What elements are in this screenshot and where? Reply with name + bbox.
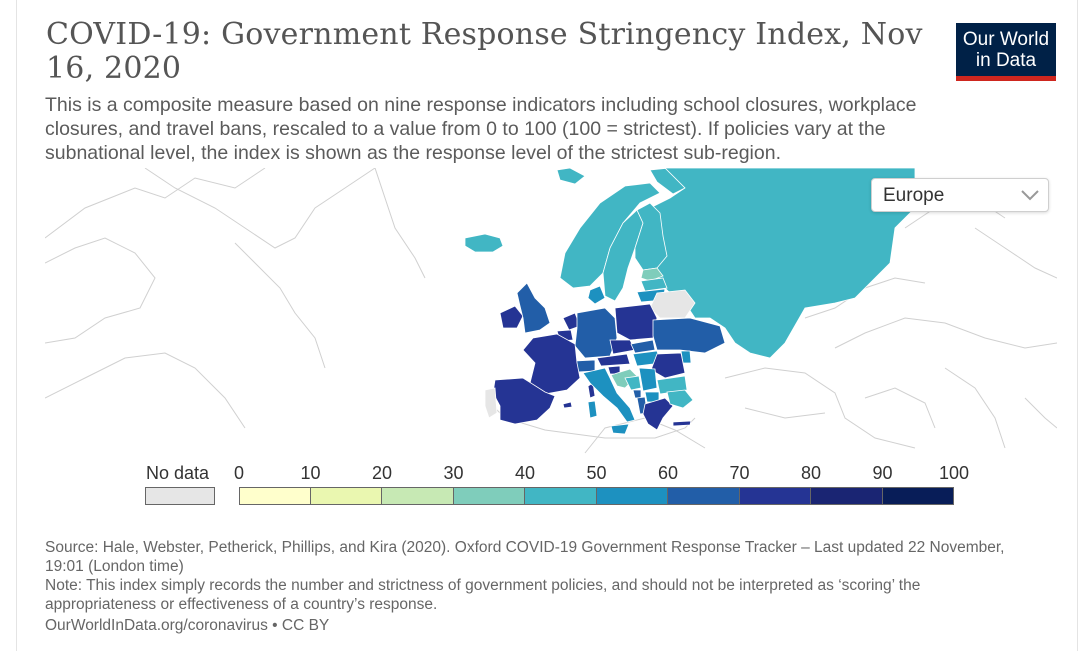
country-germany[interactable] xyxy=(574,307,618,359)
europe-map[interactable] xyxy=(45,168,1057,458)
legend-bin[interactable] xyxy=(525,487,597,505)
legend-tick-label: 100 xyxy=(938,463,970,483)
country-austria[interactable] xyxy=(596,353,631,367)
country-czechia[interactable] xyxy=(609,339,636,355)
legend-no-data-label: No data xyxy=(146,463,210,483)
legend-bin[interactable] xyxy=(882,487,954,505)
country-norway[interactable] xyxy=(559,182,661,289)
legend-tick-label: 90 xyxy=(872,463,893,483)
chart-subtitle: This is a composite measure based on nin… xyxy=(45,94,917,164)
owid-link[interactable]: OurWorldInData.org/coronavirus xyxy=(45,617,268,634)
chart-title: COVID-19: Government Response Stringency… xyxy=(46,17,923,86)
legend-tick-label: 80 xyxy=(800,463,822,483)
region-selector-value: Europe xyxy=(883,185,945,206)
source-note: Source: Hale, Webster, Petherick, Philli… xyxy=(45,539,1005,575)
logo-line-2: in Data xyxy=(975,50,1037,71)
country-svalbard[interactable] xyxy=(556,168,586,185)
country-slovakia[interactable] xyxy=(630,339,656,354)
country-romania[interactable] xyxy=(650,352,686,379)
legend-tick-label: 10 xyxy=(300,463,321,483)
legend-tick-label: 0 xyxy=(233,463,245,483)
country-greece[interactable] xyxy=(642,397,674,431)
color-legend: No data 0 10 20 30 40 50 60 70 80 90 100 xyxy=(0,455,1085,515)
legend-bin[interactable] xyxy=(739,487,811,505)
country-sicily[interactable] xyxy=(610,423,630,435)
country-portugal[interactable] xyxy=(484,387,498,419)
legend-tick-label: 20 xyxy=(371,463,393,483)
chart-frame xyxy=(16,0,1078,651)
country-poland[interactable] xyxy=(614,303,658,341)
country-bosnia[interactable] xyxy=(624,375,642,391)
country-serbia[interactable] xyxy=(638,367,658,392)
legend-bin[interactable] xyxy=(239,487,311,505)
country-ireland[interactable] xyxy=(499,305,524,329)
country-latvia[interactable] xyxy=(640,277,668,292)
owid-logo[interactable]: Our World in Data xyxy=(956,23,1056,81)
region-selector[interactable]: Europe xyxy=(871,178,1049,212)
country-belarus[interactable] xyxy=(649,289,696,319)
legend-tick-label: 60 xyxy=(657,463,679,483)
country-united-kingdom[interactable] xyxy=(516,282,551,334)
legend-bin[interactable] xyxy=(453,487,525,505)
country-denmark[interactable] xyxy=(587,285,606,305)
logo-line-1: Our World xyxy=(962,29,1050,50)
country-sardinia[interactable] xyxy=(587,400,598,419)
country-iceland[interactable] xyxy=(464,233,504,253)
country-montenegro[interactable] xyxy=(632,389,642,399)
country-spain[interactable] xyxy=(492,377,556,425)
legend-bin[interactable] xyxy=(668,487,740,505)
legend-tick-label: 70 xyxy=(729,463,750,483)
country-france[interactable] xyxy=(522,333,581,395)
country-balearic[interactable] xyxy=(562,401,573,409)
legend-tick-label: 30 xyxy=(443,463,464,483)
country-turkey[interactable] xyxy=(666,389,694,409)
legend-bin[interactable] xyxy=(382,487,454,505)
legend-bin[interactable] xyxy=(811,487,883,505)
legend-tick-label: 50 xyxy=(586,463,607,483)
legend-bin[interactable] xyxy=(310,487,382,505)
legend-bin[interactable] xyxy=(596,487,668,505)
chevron-down-icon xyxy=(1021,190,1039,201)
country-bulgaria[interactable] xyxy=(656,375,688,395)
country-crete[interactable] xyxy=(672,420,692,427)
license-label: • CC BY xyxy=(267,617,330,634)
disclaimer-note: Note: This index simply records the numb… xyxy=(45,577,921,613)
legend-tick-label: 40 xyxy=(514,463,536,483)
legend-no-data-swatch xyxy=(145,487,215,505)
footer-link-line: OurWorldInData.org/coronavirus • CC BY xyxy=(45,616,329,635)
country-italy[interactable] xyxy=(582,367,636,423)
country-ukraine[interactable] xyxy=(652,317,726,354)
